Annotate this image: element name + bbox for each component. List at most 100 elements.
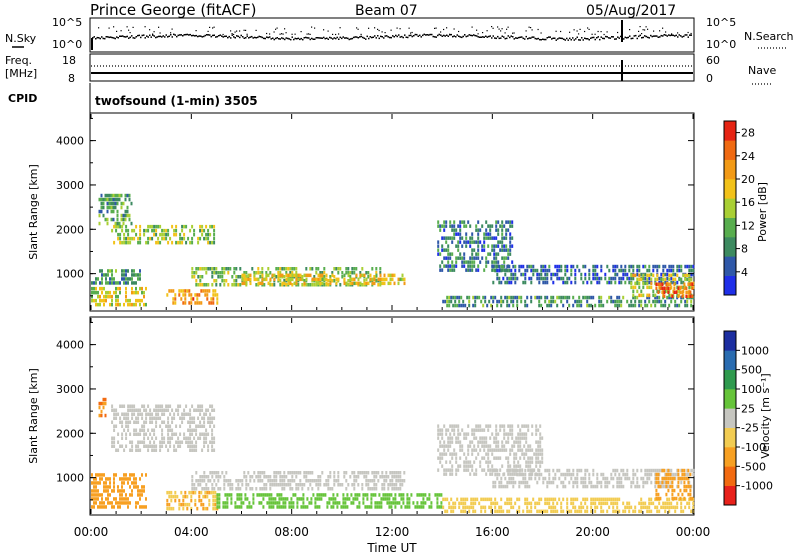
data-cell xyxy=(305,283,308,287)
data-cell xyxy=(345,487,348,491)
data-cell xyxy=(592,272,595,277)
noise-sky-point xyxy=(129,36,131,39)
data-cell xyxy=(600,497,603,502)
data-cell xyxy=(131,302,133,307)
data-cell xyxy=(457,432,460,436)
data-cell xyxy=(416,505,419,509)
data-cell xyxy=(687,476,690,481)
data-cell xyxy=(528,484,531,489)
data-cell xyxy=(387,281,390,286)
data-cell xyxy=(578,509,581,514)
data-cell xyxy=(137,412,140,416)
data-cell xyxy=(99,477,101,481)
data-cell xyxy=(111,273,113,277)
data-cell xyxy=(289,281,292,286)
data-cell xyxy=(93,505,95,509)
data-cell xyxy=(263,487,266,491)
data-cell xyxy=(451,228,454,232)
data-cell xyxy=(441,452,444,456)
noise-sky-point xyxy=(204,34,206,37)
noise-sky-point xyxy=(312,38,314,40)
data-cell xyxy=(539,424,542,428)
data-cell xyxy=(189,436,192,440)
noise-sky-point xyxy=(455,36,457,38)
data-cell xyxy=(660,303,663,308)
data-cell xyxy=(133,473,135,477)
data-cell xyxy=(496,264,499,269)
data-cell xyxy=(686,472,689,477)
data-cell xyxy=(185,440,188,444)
data-cell xyxy=(554,509,557,514)
data-cell xyxy=(472,505,475,510)
data-cell xyxy=(566,276,569,281)
data-cell xyxy=(646,476,649,481)
data-cell xyxy=(437,240,440,244)
data-cell xyxy=(190,490,193,495)
data-cell xyxy=(408,501,411,505)
data-cell xyxy=(438,493,441,497)
noise-sky-point xyxy=(386,35,388,37)
data-cell xyxy=(199,267,202,271)
data-cell xyxy=(190,293,193,297)
data-cell xyxy=(531,456,534,460)
data-cell xyxy=(106,217,109,222)
data-cell xyxy=(354,497,357,501)
data-cell xyxy=(632,276,635,281)
data-cell xyxy=(111,440,114,444)
data-cell xyxy=(436,493,439,497)
data-cell xyxy=(475,228,478,232)
data-cell xyxy=(467,464,470,468)
data-cell xyxy=(538,303,541,308)
data-cell xyxy=(303,475,306,479)
noise-sky-point xyxy=(627,36,629,39)
data-cell xyxy=(235,479,238,483)
data-cell xyxy=(139,448,142,452)
noise-sky-point xyxy=(158,35,160,38)
data-cell xyxy=(518,268,521,273)
data-cell xyxy=(361,471,364,475)
data-cell xyxy=(634,505,637,510)
data-cell xyxy=(642,264,645,269)
data-cell xyxy=(173,228,176,233)
data-cell xyxy=(522,472,525,477)
data-cell xyxy=(166,498,169,503)
noise-sky-point xyxy=(195,34,197,37)
noise-sky-point xyxy=(245,37,247,39)
noise-sky-point xyxy=(134,37,136,39)
power-panel-frame xyxy=(89,112,695,312)
data-cell xyxy=(572,497,575,502)
data-cell xyxy=(447,244,450,248)
data-cell xyxy=(235,267,238,271)
data-cell xyxy=(528,472,531,477)
data-cell xyxy=(276,501,279,505)
data-cell xyxy=(201,224,204,229)
data-cell xyxy=(202,289,205,293)
data-cell xyxy=(538,497,541,502)
data-cell xyxy=(426,497,429,501)
noise-sky-point xyxy=(144,37,146,39)
noise-sky-point xyxy=(183,34,185,36)
data-cell xyxy=(552,299,555,304)
data-cell xyxy=(467,468,470,472)
noise-sky-point xyxy=(141,34,143,37)
data-cell xyxy=(115,228,118,233)
data-cell xyxy=(255,487,258,491)
noise-search-point xyxy=(129,32,131,34)
data-cell xyxy=(217,487,220,491)
data-cell xyxy=(570,472,573,477)
data-cell xyxy=(692,272,695,277)
data-cell xyxy=(225,471,228,475)
data-cell xyxy=(139,408,142,412)
data-cell xyxy=(665,480,668,485)
data-cell xyxy=(173,232,176,237)
data-cell xyxy=(331,279,334,283)
data-cell xyxy=(133,412,136,416)
data-cell xyxy=(125,497,127,501)
noise-search-point xyxy=(492,27,494,29)
data-cell xyxy=(117,448,120,452)
data-cell xyxy=(163,408,166,412)
noise-sky-point xyxy=(323,36,325,39)
data-cell xyxy=(328,501,331,505)
data-cell xyxy=(618,480,621,485)
